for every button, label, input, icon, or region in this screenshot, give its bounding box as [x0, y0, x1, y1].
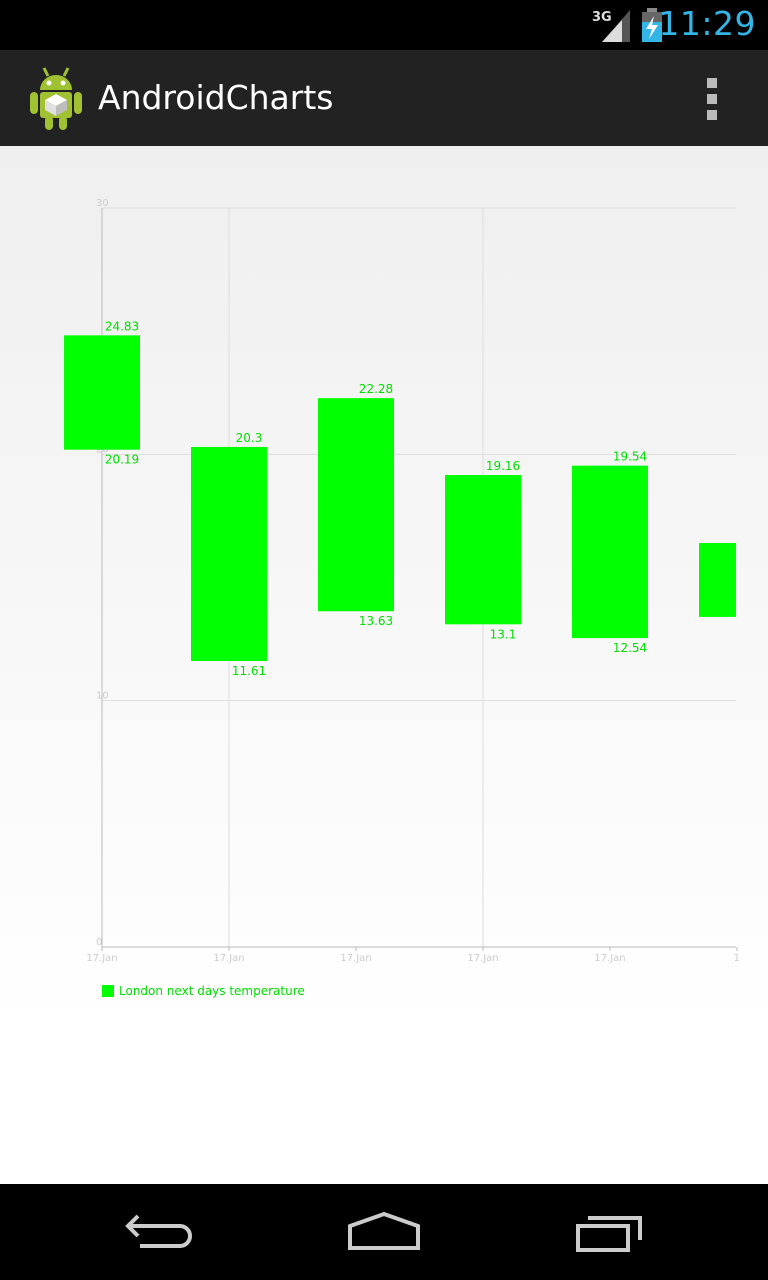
x-tick-label: 17.Jan	[86, 953, 117, 964]
bar-high-label: 22.28	[359, 382, 393, 396]
home-icon[interactable]	[334, 1204, 434, 1260]
bar-low-label: 12.54	[613, 641, 647, 655]
app-title: AndroidCharts	[98, 78, 334, 117]
y-tick-label: 30	[96, 198, 109, 209]
battery-charging-icon	[642, 8, 662, 42]
recent-apps-icon[interactable]	[560, 1204, 660, 1260]
range-bar	[572, 465, 648, 639]
bar-high-label: 24.83	[105, 319, 139, 333]
x-tick-label: 1	[734, 953, 740, 964]
x-tick-label: 17.Jan	[213, 953, 244, 964]
x-tick-label: 17.Jan	[467, 953, 498, 964]
bar-low-label: 13.1	[490, 627, 517, 641]
network-type: 3G	[592, 10, 612, 25]
back-icon[interactable]	[110, 1204, 210, 1260]
range-bar	[191, 446, 267, 662]
status-time: 11:29	[658, 4, 756, 43]
bar-low-label: 13.63	[359, 614, 393, 628]
x-tick-label: 17.Jan	[340, 953, 371, 964]
bar-low-label: 20.19	[105, 453, 139, 467]
legend-swatch	[102, 985, 114, 997]
status-bar: 3G 11:29	[0, 0, 768, 50]
legend-label: London next days temperature	[119, 984, 305, 998]
range-bar	[64, 335, 140, 450]
range-bar	[318, 398, 394, 612]
y-tick-label: 0	[96, 937, 102, 948]
signal-3g-icon: 3G	[592, 10, 630, 42]
action-bar: AndroidCharts	[0, 50, 768, 146]
bar-high-label: 19.54	[613, 450, 647, 464]
range-bar	[445, 475, 521, 625]
overflow-menu-icon[interactable]	[696, 76, 728, 122]
range-bar	[699, 543, 736, 617]
navigation-bar	[0, 1184, 768, 1280]
x-tick-label: 17.Jan	[594, 953, 625, 964]
bar-low-label: 11.61	[232, 664, 266, 678]
android-app-icon[interactable]	[26, 64, 86, 132]
bar-high-label: 20.3	[236, 431, 263, 445]
bar-high-label: 19.16	[486, 459, 520, 473]
